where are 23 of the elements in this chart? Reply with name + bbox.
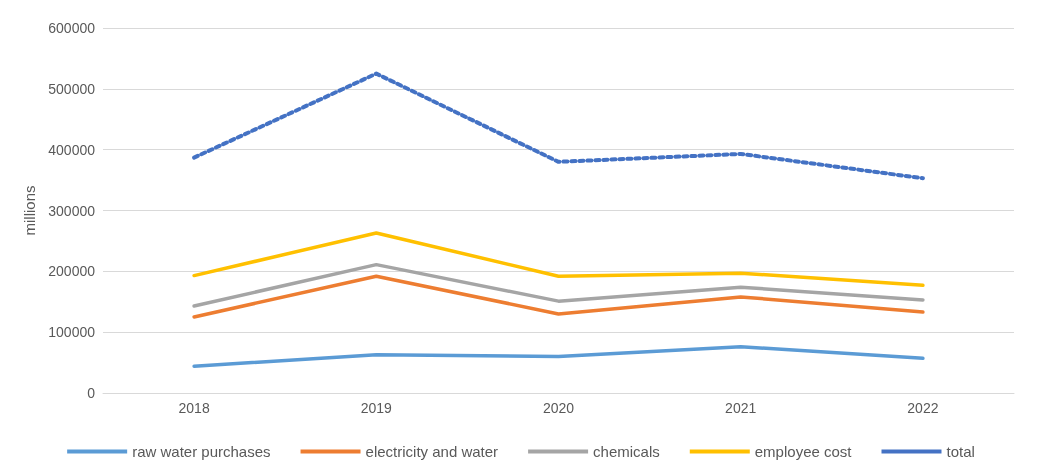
y-tick-label: 0 [87, 385, 96, 401]
y-tick-label: 200000 [48, 263, 96, 280]
y-tick-label: 600000 [48, 20, 96, 36]
line-series [192, 71, 925, 181]
legend-label: electricity and water [365, 443, 499, 460]
legend-label: chemicals [593, 443, 660, 460]
line-series [192, 274, 925, 319]
line-series [192, 262, 925, 308]
legend-label: total [946, 443, 975, 460]
x-tick-label: 2018 [178, 400, 210, 416]
x-tick-label: 2021 [725, 400, 757, 416]
y-axis-title: millions [21, 185, 39, 236]
y-tick-label: 500000 [48, 80, 96, 97]
x-tick-label: 2020 [542, 400, 575, 416]
legend-label: employee cost [754, 443, 853, 460]
line-series [192, 231, 925, 288]
legend-label: raw water purchases [132, 443, 271, 460]
line-series [192, 345, 925, 368]
y-tick-label: 100000 [48, 324, 96, 341]
y-tick-label: 300000 [48, 202, 96, 219]
x-tick-label: 2022 [907, 400, 939, 416]
y-tick-label: 400000 [48, 141, 96, 158]
x-tick-label: 2019 [360, 400, 393, 416]
